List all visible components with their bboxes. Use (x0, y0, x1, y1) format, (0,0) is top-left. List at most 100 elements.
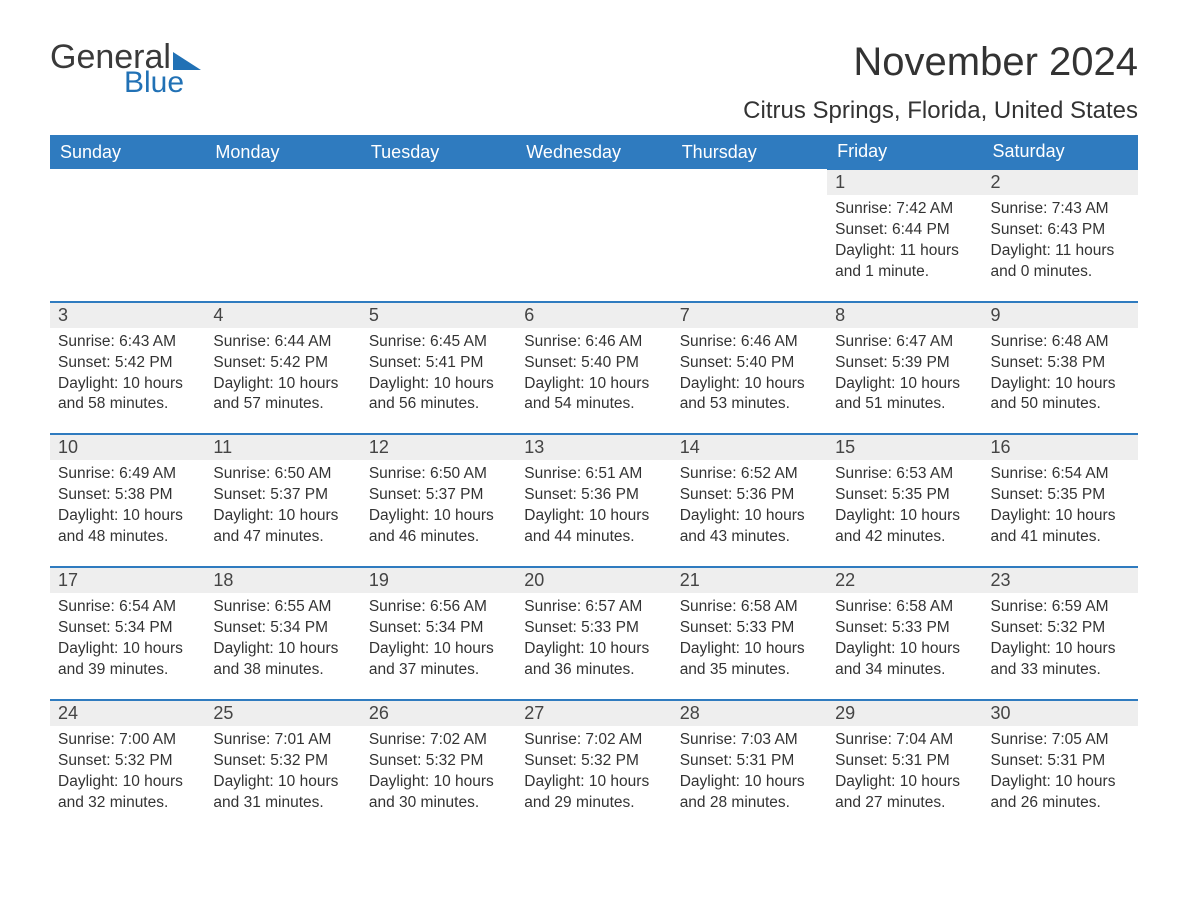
daylight-text: Daylight: 11 hours and 0 minutes. (991, 241, 1130, 283)
day-number: 17 (50, 567, 205, 593)
sunrise-text: Sunrise: 7:42 AM (835, 199, 974, 220)
daylight-text: Daylight: 11 hours and 1 minute. (835, 241, 974, 283)
sunset-text: Sunset: 5:36 PM (524, 485, 663, 506)
empty-cell (672, 169, 827, 195)
sunset-text: Sunset: 6:44 PM (835, 220, 974, 241)
detail-row: Sunrise: 7:42 AMSunset: 6:44 PMDaylight:… (50, 195, 1138, 302)
day-details: Sunrise: 6:58 AMSunset: 5:33 PMDaylight:… (672, 593, 827, 700)
day-number: 4 (205, 302, 360, 328)
month-title: November 2024 (743, 40, 1138, 85)
day-number: 20 (516, 567, 671, 593)
day-details: Sunrise: 7:03 AMSunset: 5:31 PMDaylight:… (672, 726, 827, 832)
detail-row: Sunrise: 7:00 AMSunset: 5:32 PMDaylight:… (50, 726, 1138, 832)
sunrise-text: Sunrise: 6:50 AM (369, 464, 508, 485)
empty-cell (361, 169, 516, 195)
daylight-text: Daylight: 10 hours and 37 minutes. (369, 639, 508, 681)
day-details: Sunrise: 6:43 AMSunset: 5:42 PMDaylight:… (50, 328, 205, 435)
daylight-text: Daylight: 10 hours and 43 minutes. (680, 506, 819, 548)
empty-cell (205, 169, 360, 195)
sunset-text: Sunset: 5:32 PM (213, 751, 352, 772)
sunrise-text: Sunrise: 6:59 AM (991, 597, 1130, 618)
sunset-text: Sunset: 5:32 PM (369, 751, 508, 772)
sunset-text: Sunset: 5:38 PM (58, 485, 197, 506)
weekday-header: Saturday (983, 135, 1138, 169)
sunrise-text: Sunrise: 6:58 AM (835, 597, 974, 618)
sunset-text: Sunset: 5:39 PM (835, 353, 974, 374)
empty-cell (672, 195, 827, 302)
weekday-header: Thursday (672, 135, 827, 169)
day-number: 22 (827, 567, 982, 593)
day-details: Sunrise: 7:01 AMSunset: 5:32 PMDaylight:… (205, 726, 360, 832)
day-number: 25 (205, 700, 360, 726)
day-details: Sunrise: 6:44 AMSunset: 5:42 PMDaylight:… (205, 328, 360, 435)
sunrise-text: Sunrise: 6:51 AM (524, 464, 663, 485)
sunrise-text: Sunrise: 6:50 AM (213, 464, 352, 485)
sunset-text: Sunset: 5:31 PM (991, 751, 1130, 772)
sunset-text: Sunset: 5:31 PM (835, 751, 974, 772)
daylight-text: Daylight: 10 hours and 34 minutes. (835, 639, 974, 681)
day-details: Sunrise: 7:02 AMSunset: 5:32 PMDaylight:… (516, 726, 671, 832)
sunrise-text: Sunrise: 6:46 AM (524, 332, 663, 353)
daylight-text: Daylight: 10 hours and 32 minutes. (58, 772, 197, 814)
sunrise-text: Sunrise: 7:04 AM (835, 730, 974, 751)
sunrise-text: Sunrise: 6:57 AM (524, 597, 663, 618)
day-number: 16 (983, 434, 1138, 460)
day-details: Sunrise: 6:54 AMSunset: 5:34 PMDaylight:… (50, 593, 205, 700)
sunrise-text: Sunrise: 6:46 AM (680, 332, 819, 353)
sunrise-text: Sunrise: 6:52 AM (680, 464, 819, 485)
sunrise-text: Sunrise: 7:03 AM (680, 730, 819, 751)
empty-cell (516, 169, 671, 195)
daylight-text: Daylight: 10 hours and 27 minutes. (835, 772, 974, 814)
weekday-header: Monday (205, 135, 360, 169)
weekday-header: Wednesday (516, 135, 671, 169)
day-details: Sunrise: 7:04 AMSunset: 5:31 PMDaylight:… (827, 726, 982, 832)
weekday-header: Sunday (50, 135, 205, 169)
day-details: Sunrise: 6:57 AMSunset: 5:33 PMDaylight:… (516, 593, 671, 700)
sunset-text: Sunset: 5:34 PM (58, 618, 197, 639)
sunrise-text: Sunrise: 6:54 AM (991, 464, 1130, 485)
day-number: 13 (516, 434, 671, 460)
day-number: 6 (516, 302, 671, 328)
day-number: 8 (827, 302, 982, 328)
empty-cell (50, 195, 205, 302)
daylight-text: Daylight: 10 hours and 44 minutes. (524, 506, 663, 548)
weekday-header-row: SundayMondayTuesdayWednesdayThursdayFrid… (50, 135, 1138, 169)
day-number: 30 (983, 700, 1138, 726)
daynum-row: 3456789 (50, 302, 1138, 328)
sunset-text: Sunset: 5:35 PM (835, 485, 974, 506)
logo: General Blue (50, 40, 201, 98)
day-number: 28 (672, 700, 827, 726)
day-number: 7 (672, 302, 827, 328)
sunset-text: Sunset: 5:31 PM (680, 751, 819, 772)
day-details: Sunrise: 7:00 AMSunset: 5:32 PMDaylight:… (50, 726, 205, 832)
day-details: Sunrise: 6:48 AMSunset: 5:38 PMDaylight:… (983, 328, 1138, 435)
daylight-text: Daylight: 10 hours and 54 minutes. (524, 374, 663, 416)
day-number: 12 (361, 434, 516, 460)
sunset-text: Sunset: 5:40 PM (524, 353, 663, 374)
empty-cell (205, 195, 360, 302)
sunset-text: Sunset: 6:43 PM (991, 220, 1130, 241)
sunset-text: Sunset: 5:41 PM (369, 353, 508, 374)
daylight-text: Daylight: 10 hours and 46 minutes. (369, 506, 508, 548)
sunset-text: Sunset: 5:33 PM (524, 618, 663, 639)
day-number: 19 (361, 567, 516, 593)
day-number: 10 (50, 434, 205, 460)
sunrise-text: Sunrise: 7:43 AM (991, 199, 1130, 220)
sunset-text: Sunset: 5:35 PM (991, 485, 1130, 506)
day-number: 27 (516, 700, 671, 726)
empty-cell (516, 195, 671, 302)
day-details: Sunrise: 6:58 AMSunset: 5:33 PMDaylight:… (827, 593, 982, 700)
day-number: 14 (672, 434, 827, 460)
day-details: Sunrise: 7:42 AMSunset: 6:44 PMDaylight:… (827, 195, 982, 302)
day-details: Sunrise: 6:51 AMSunset: 5:36 PMDaylight:… (516, 460, 671, 567)
sunset-text: Sunset: 5:33 PM (835, 618, 974, 639)
sunrise-text: Sunrise: 6:43 AM (58, 332, 197, 353)
sunrise-text: Sunrise: 6:55 AM (213, 597, 352, 618)
empty-cell (50, 169, 205, 195)
daylight-text: Daylight: 10 hours and 26 minutes. (991, 772, 1130, 814)
sunset-text: Sunset: 5:34 PM (213, 618, 352, 639)
sunset-text: Sunset: 5:32 PM (524, 751, 663, 772)
daylight-text: Daylight: 10 hours and 56 minutes. (369, 374, 508, 416)
day-number: 9 (983, 302, 1138, 328)
daylight-text: Daylight: 10 hours and 47 minutes. (213, 506, 352, 548)
